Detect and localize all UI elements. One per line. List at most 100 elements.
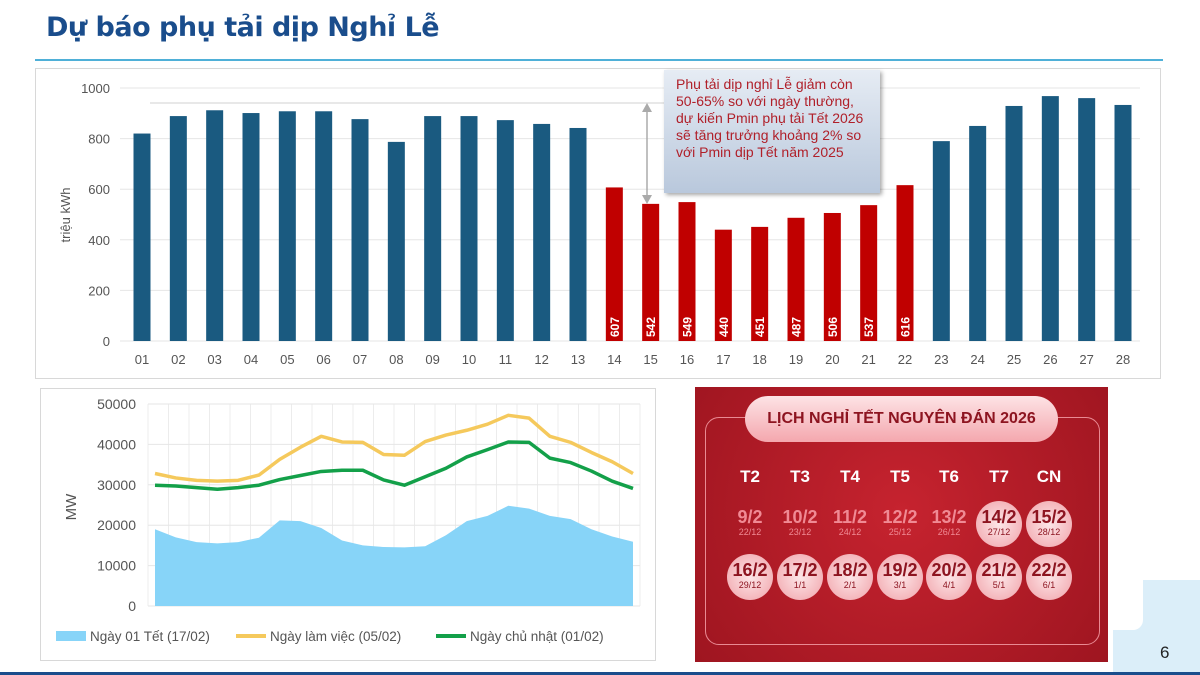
series-line [154,440,634,491]
bar-20 [823,212,841,341]
bar-11 [496,120,514,341]
bar-21 [860,205,878,341]
x-tick-label: 21 [861,352,875,367]
x-tick-label: 18 [752,352,766,367]
y-tick-label: 400 [88,233,110,248]
solar-date: 15/2 [1031,507,1067,527]
x-tick-label: 14 [607,352,621,367]
legend-label: Ngày làm việc (05/02) [270,629,401,644]
x-tick-label: 04 [244,352,258,367]
bar-18 [751,226,769,341]
weekday-label: CN [1036,467,1062,486]
y-tick-label: 0 [128,598,136,614]
solar-date: 18/2 [832,560,868,580]
x-tick-label: 07 [353,352,367,367]
solar-date: 22/2 [1031,560,1067,580]
bar-22 [896,185,914,341]
bar-08 [387,141,405,341]
corner-decoration-notch [1113,580,1143,630]
series-line [154,413,634,483]
series-area [155,505,633,606]
lunar-date: 5/1 [992,580,1006,590]
y-tick-label: 0 [103,334,110,349]
x-tick-label: 03 [207,352,221,367]
lunar-date: 24/12 [838,527,862,537]
bar-01 [133,133,151,341]
x-tick-label: 27 [1079,352,1093,367]
work-day-cell: 12/2 25/12 [877,501,923,547]
x-tick-label: 19 [789,352,803,367]
solar-date: 9/2 [737,507,763,527]
x-tick-label: 09 [425,352,439,367]
calendar-title: LỊCH NGHỈ TẾT NGUYÊN ĐÁN 2026 [745,396,1058,442]
x-tick-label: 20 [825,352,839,367]
holiday-day-cell: 16/2 29/12 [727,554,773,600]
work-day-cell: 13/2 26/12 [926,501,972,547]
x-tick-label: 11 [499,352,513,367]
bar-28 [1114,104,1132,342]
bar-data-label: 542 [644,317,658,337]
y-tick-label: 20000 [97,517,136,533]
solar-date: 21/2 [981,560,1017,580]
tet-holiday-calendar: LỊCH NGHỈ TẾT NGUYÊN ĐÁN 2026 T2 T3 T4 T5 T6… [695,387,1108,662]
y-tick-label: 200 [88,283,110,298]
x-tick-label: 24 [970,352,984,367]
arrow-up-icon [642,103,652,112]
bar-09 [424,116,442,341]
bar-data-label: 549 [681,317,695,337]
y-axis-label: triệu kWh [58,188,73,243]
holiday-day-cell: 19/2 3/1 [877,554,923,600]
daily-energy-bar-chart: 0 200 400 600 800 1000 triệu kWh 01 02 03 04 05 06 07… [58,81,1140,367]
y-tick-label: 10000 [97,558,136,574]
lunar-date: 28/12 [1037,527,1061,537]
y-tick-label: 1000 [81,81,110,96]
weekday-label: T6 [939,467,959,486]
bar-03 [206,110,224,341]
lunar-date: 2/1 [843,580,857,590]
solar-date: 17/2 [782,560,818,580]
weekday-label: T3 [790,467,810,486]
y-tick-label: 600 [88,182,110,197]
bar-data-label: 487 [790,317,804,337]
x-tick-label: 25 [1007,352,1021,367]
solar-date: 20/2 [931,560,967,580]
bar-data-label: 506 [826,317,840,337]
x-tick-label: 23 [934,352,948,367]
x-tick-label: 08 [389,352,403,367]
x-tick-label: 22 [898,352,912,367]
arrow-down-icon [642,195,652,204]
holiday-day-cell: 15/2 28/12 [1026,501,1072,547]
x-tick-label: 26 [1043,352,1057,367]
x-tick-label: 02 [171,352,185,367]
x-tick-label: 17 [716,352,730,367]
annotation-callout: Phụ tải dịp nghỉ Lễ giảm còn 50-65% so v… [664,70,880,193]
daily-energy-chart-frame [35,68,1161,379]
x-tick-label: 28 [1116,352,1130,367]
work-day-cell: 11/2 24/12 [827,501,873,547]
work-day-cell: 9/2 22/12 [727,501,773,547]
bar-24 [969,125,987,341]
lunar-date: 4/1 [942,580,956,590]
bar-13 [569,127,587,341]
legend-label: Ngày 01 Tết (17/02) [90,629,210,644]
solar-date: 16/2 [732,560,768,580]
bar-data-label: 537 [862,317,876,337]
weekday-label: T7 [989,467,1009,486]
weekday-label: T5 [890,467,910,486]
bar-06 [315,111,333,341]
lunar-date: 3/1 [893,580,907,590]
solar-date: 11/2 [832,507,868,527]
lunar-date: 1/1 [793,580,807,590]
bar-12 [533,123,551,342]
bar-data-label: 616 [899,317,913,337]
y-tick-label: 800 [88,132,110,147]
page-number: 6 [1160,643,1170,662]
x-tick-label: 10 [462,352,476,367]
lunar-date: 27/12 [987,527,1011,537]
solar-date: 19/2 [882,560,918,580]
title-divider [35,59,1163,61]
holiday-day-cell: 14/2 27/12 [976,501,1022,547]
bar-data-label: 440 [717,317,731,337]
holiday-day-cell: 17/2 1/1 [777,554,823,600]
bar-14 [605,187,623,341]
